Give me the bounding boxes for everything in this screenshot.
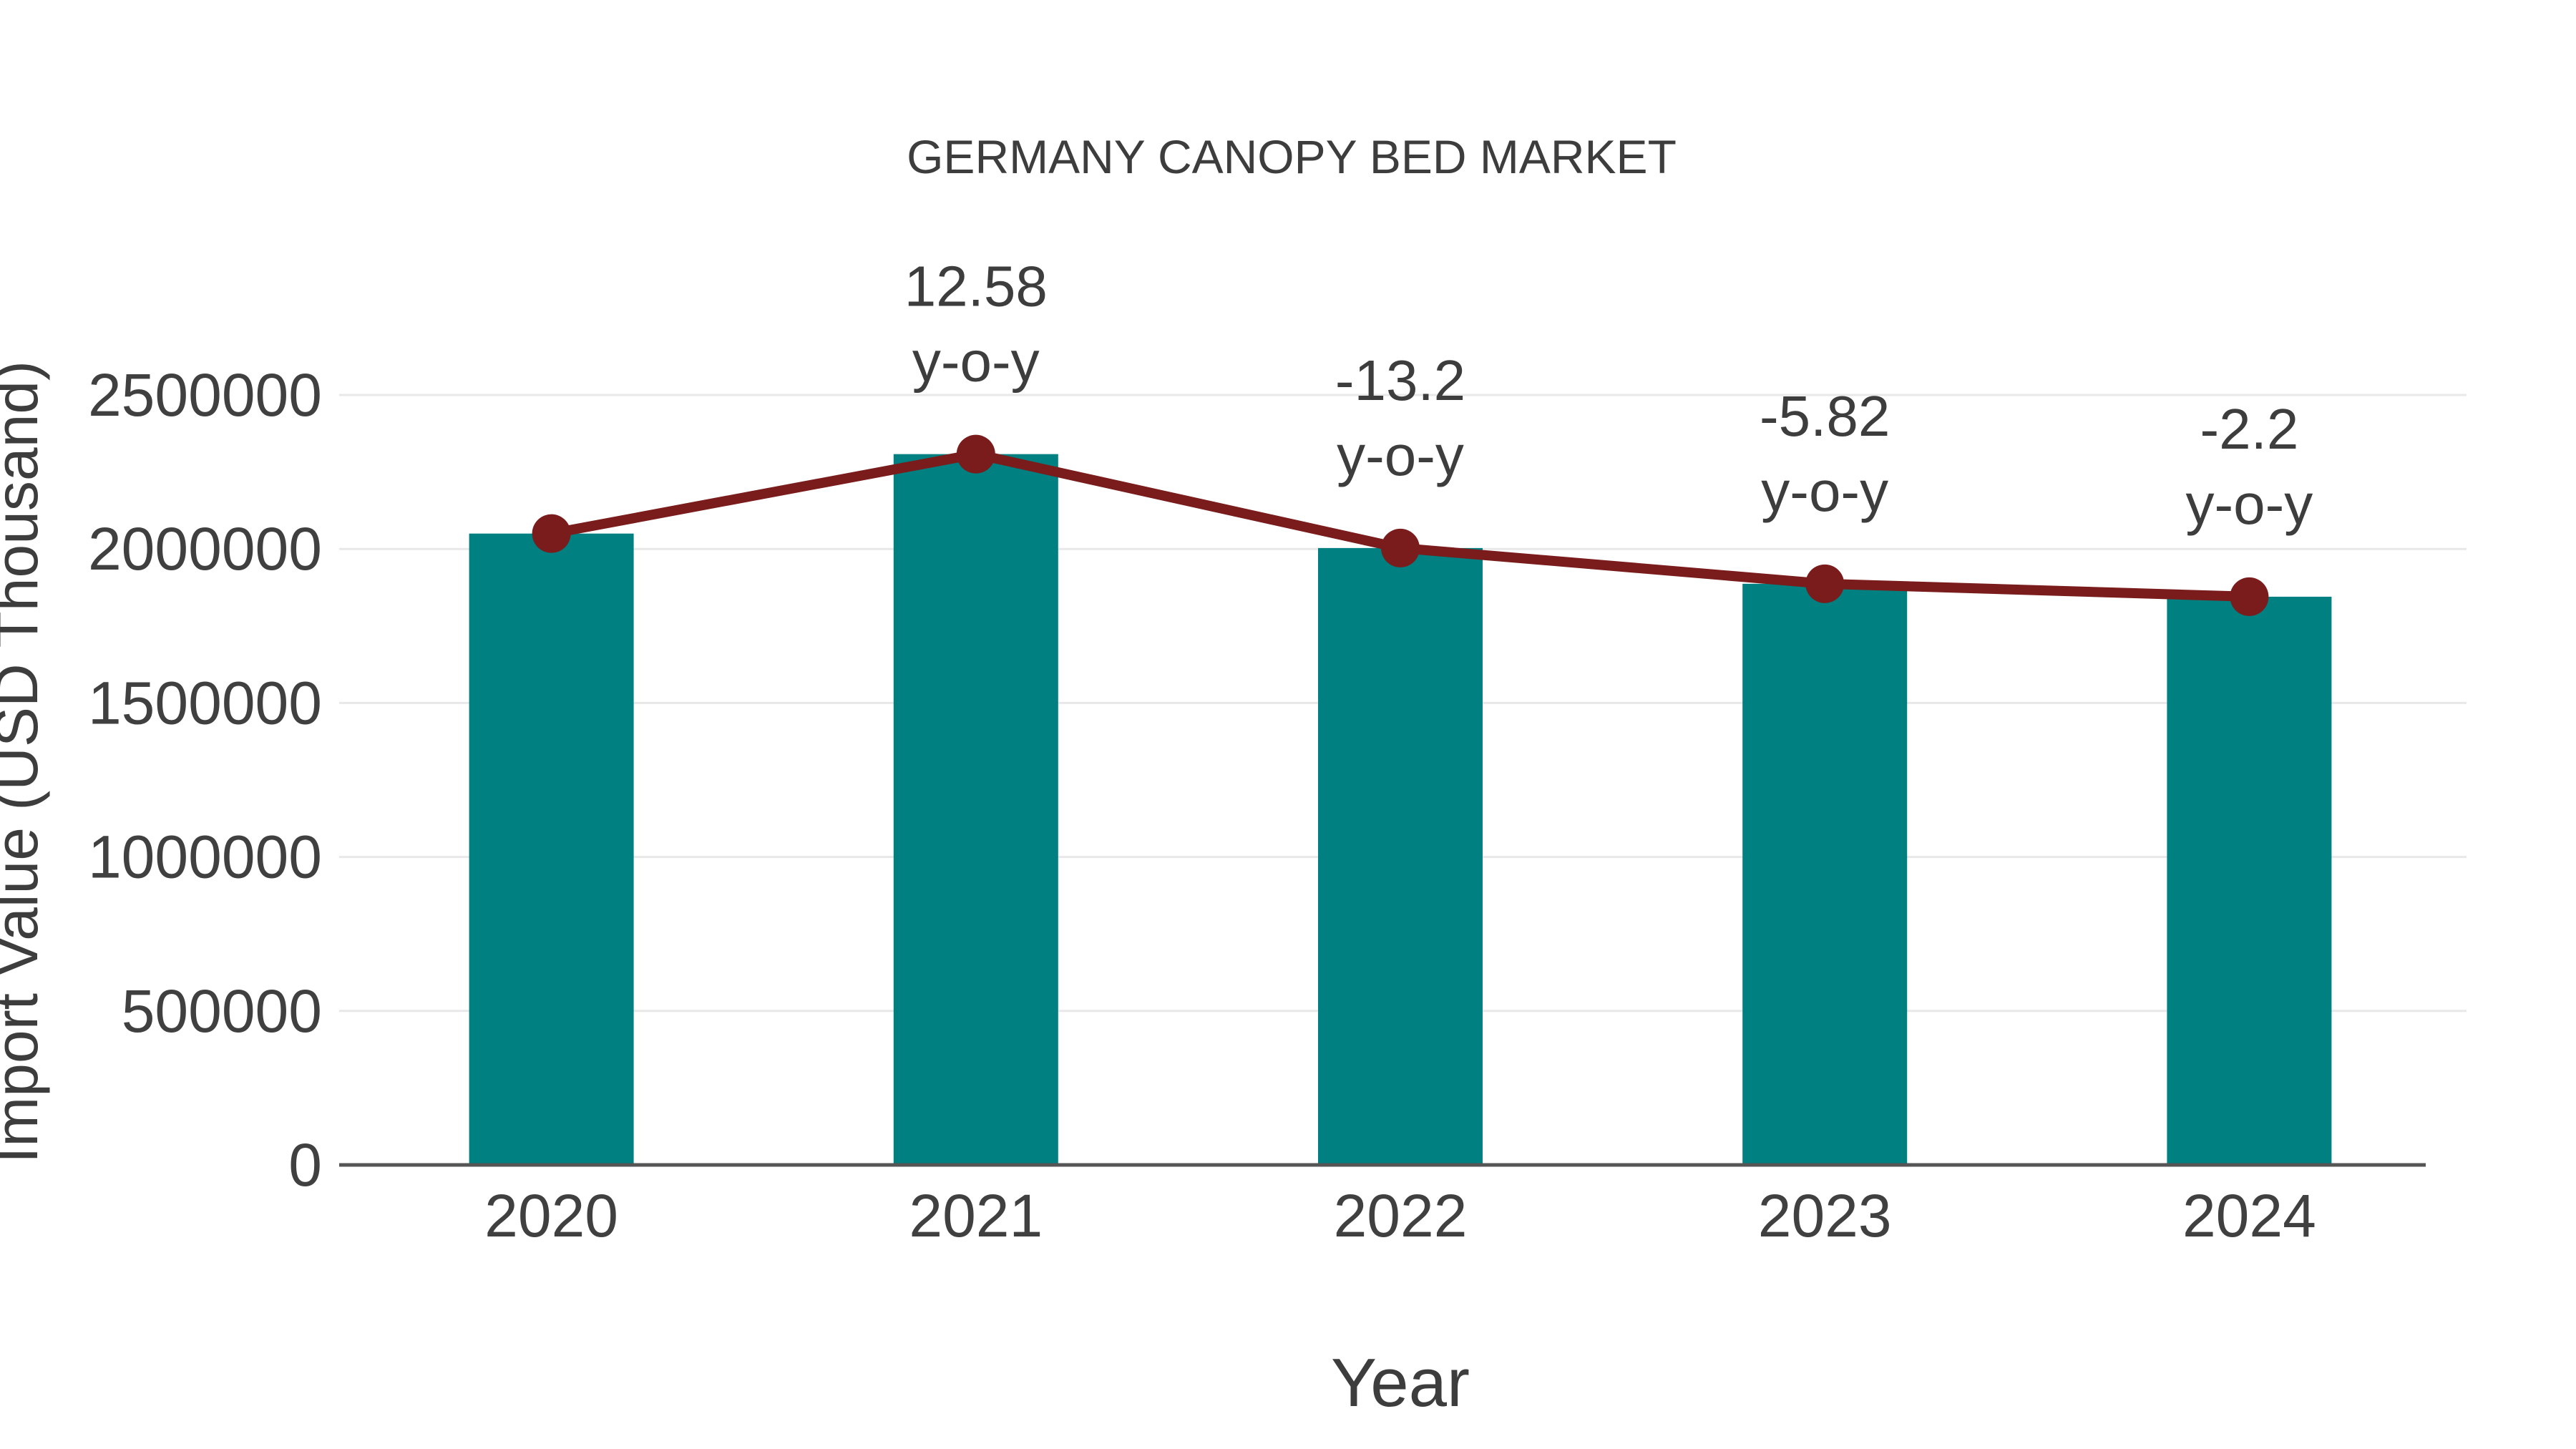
bar-series — [469, 454, 2332, 1165]
annotation-value: -5.82 — [1760, 384, 1890, 448]
x-tick-label: 2024 — [2182, 1182, 2316, 1249]
x-axis-title: Year — [1331, 1345, 1470, 1421]
x-tick-labels: 2020 2021 2022 2023 2024 — [484, 1182, 2316, 1249]
annotation-yoy: y-o-y — [1337, 424, 1464, 487]
trend-marker-2023 — [1805, 564, 1845, 603]
chart-title: GERMANY CANOPY BED MARKET — [907, 130, 1677, 183]
x-tick-label: 2023 — [1758, 1182, 1892, 1249]
y-tick-label: 1000000 — [88, 824, 322, 891]
y-tick-label: 2500000 — [88, 361, 322, 429]
annotation-yoy: y-o-y — [1761, 459, 1888, 523]
trend-marker-2021 — [956, 434, 995, 474]
trend-marker-2022 — [1381, 528, 1420, 567]
x-tick-label: 2022 — [1334, 1182, 1468, 1249]
y-tick-label: 2000000 — [88, 515, 322, 582]
annotations: 12.58 y-o-y -13.2 y-o-y -5.82 y-o-y -2.2 y-o-y — [904, 255, 2313, 536]
line-series — [532, 434, 2269, 616]
y-tick-label: 0 — [288, 1131, 322, 1199]
bar-2020 — [469, 533, 634, 1165]
bar-2021 — [893, 454, 1058, 1165]
trend-marker-2024 — [2230, 577, 2269, 616]
annotation-value: -2.2 — [2200, 397, 2298, 461]
x-tick-label: 2021 — [909, 1182, 1043, 1249]
annotation-yoy: y-o-y — [2186, 472, 2313, 536]
annotation-value: 12.58 — [904, 255, 1048, 318]
y-axis-title: Import Value (USD Thousand) — [0, 361, 50, 1163]
bar-2022 — [1318, 547, 1483, 1165]
y-tick-label: 500000 — [122, 977, 322, 1045]
x-tick-label: 2020 — [484, 1182, 618, 1249]
trend-marker-2020 — [532, 514, 571, 553]
bar-2023 — [1742, 583, 1908, 1165]
annotation-value: -13.2 — [1335, 348, 1465, 412]
y-tick-label: 1500000 — [88, 669, 322, 736]
y-tick-labels: 0 500000 1000000 1500000 2000000 2500000 — [88, 361, 322, 1199]
annotation-yoy: y-o-y — [912, 330, 1040, 394]
bar-2024 — [2167, 596, 2332, 1165]
